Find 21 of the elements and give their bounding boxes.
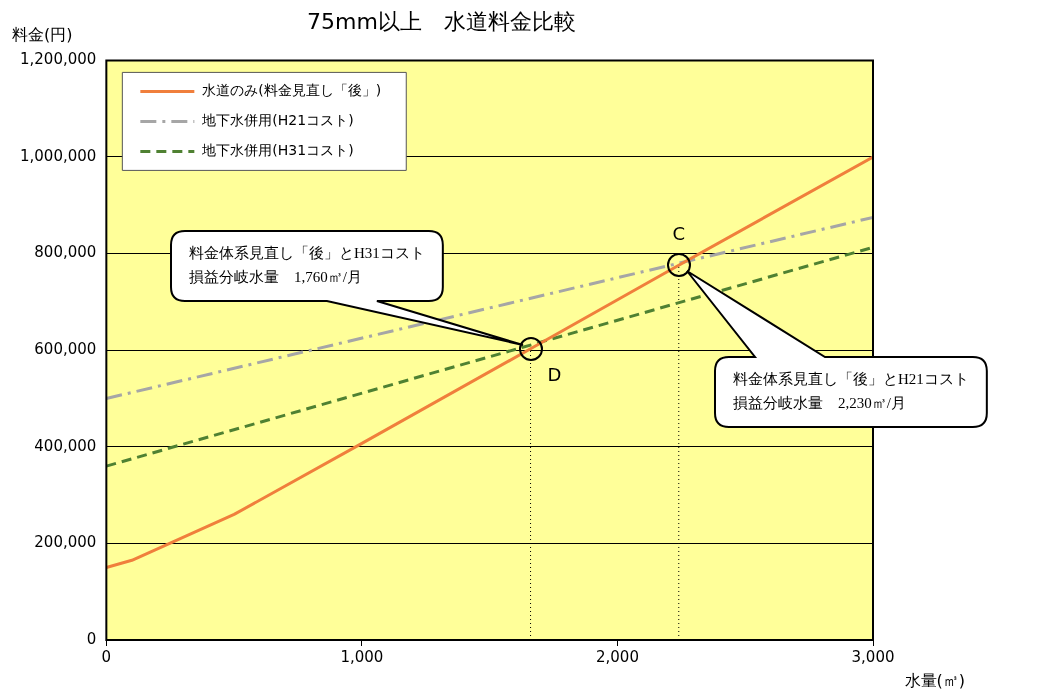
- legend-label: 地下水併用(H21コスト): [201, 112, 354, 129]
- y-tick-label: 400,000: [34, 436, 97, 455]
- x-tick-label: 3,000: [851, 647, 895, 666]
- y-axis-title: 料金(円): [12, 25, 73, 44]
- legend-label: 地下水併用(H31コスト): [201, 142, 354, 159]
- x-tick-label: 2,000: [595, 647, 639, 666]
- y-tick-label: 0: [86, 629, 97, 648]
- x-tick-label: 1,000: [340, 647, 384, 666]
- annotation: C: [672, 222, 686, 244]
- legend-label: 水道のみ(料金見直し「後」): [202, 82, 382, 99]
- y-tick-label: 1,200,000: [20, 50, 97, 69]
- chart-title: 75mm以上 水道料金比較: [307, 8, 576, 34]
- annotation: 料金体系見直し「後」とH21コスト損益分岐水量 2,230㎥/月: [732, 371, 969, 412]
- y-tick-label: 800,000: [34, 243, 97, 262]
- x-tick-label: 0: [101, 647, 112, 666]
- x-axis-title: 水量(㎥): [904, 671, 965, 690]
- y-tick-label: 1,000,000: [20, 146, 97, 165]
- annotation: D: [547, 364, 562, 386]
- y-tick-label: 200,000: [34, 533, 97, 552]
- y-tick-label: 600,000: [34, 340, 97, 359]
- annotation: 料金体系見直し「後」とH31コスト損益分岐水量 1,760㎥/月: [188, 244, 425, 285]
